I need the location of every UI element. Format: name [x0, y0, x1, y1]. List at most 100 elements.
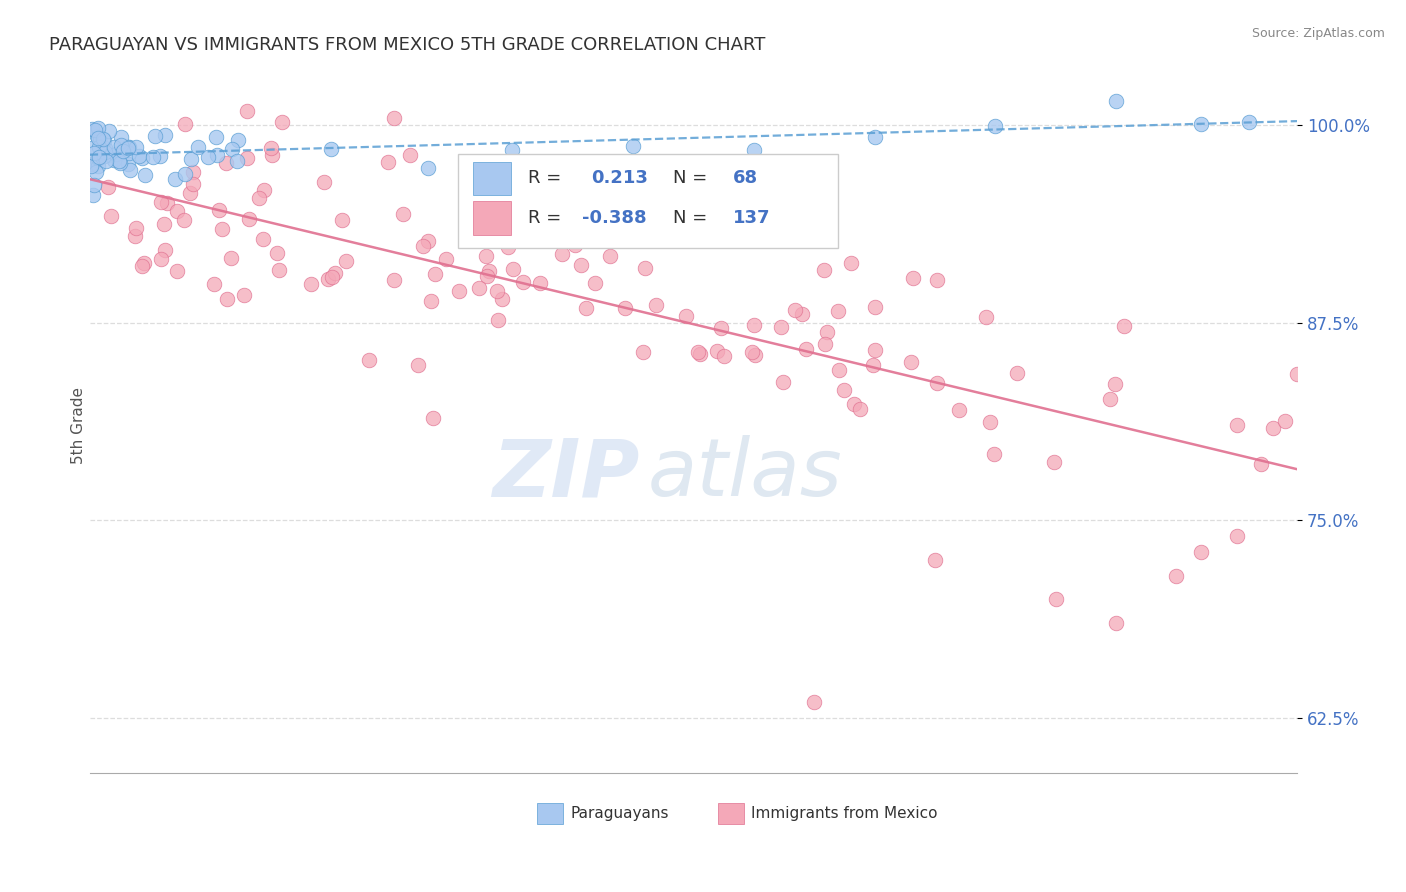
Point [253, 183, 276, 197]
Point [398, 148, 420, 162]
Point [1250, 458, 1272, 472]
Point [221, 142, 243, 156]
Point [416, 161, 439, 175]
Point [512, 276, 534, 290]
Point [983, 447, 1005, 461]
Point [832, 383, 855, 397]
Point [215, 155, 238, 169]
Point [1098, 392, 1121, 406]
Point [634, 261, 657, 276]
Point [87, 131, 110, 145]
Point [491, 292, 513, 306]
Point [382, 273, 405, 287]
Point [481, 196, 503, 211]
Point [1005, 366, 1028, 380]
Point [645, 298, 668, 312]
Text: 68: 68 [734, 169, 758, 187]
Point [423, 267, 446, 281]
Point [436, 252, 458, 266]
Point [100, 210, 122, 224]
Point [82, 187, 104, 202]
Point [863, 343, 886, 357]
Point [94, 145, 117, 159]
FancyBboxPatch shape [472, 161, 512, 195]
Point [475, 249, 498, 263]
Point [143, 128, 166, 143]
Point [564, 238, 586, 252]
Point [534, 167, 557, 181]
Point [974, 310, 997, 324]
Point [299, 277, 322, 291]
Point [863, 130, 886, 145]
Text: R =: R = [529, 169, 567, 187]
Point [862, 358, 884, 372]
Point [247, 190, 270, 204]
Point [1045, 592, 1067, 607]
Point [118, 162, 141, 177]
Point [86, 153, 108, 168]
Point [204, 277, 226, 291]
Point [80, 159, 103, 173]
Point [1105, 616, 1128, 631]
Point [553, 207, 575, 221]
Point [925, 376, 948, 391]
Point [863, 300, 886, 314]
Point [117, 157, 139, 171]
Point [238, 212, 260, 227]
Point [94, 141, 117, 155]
Point [155, 244, 177, 258]
Point [599, 248, 621, 262]
Point [266, 246, 288, 260]
Point [901, 271, 924, 285]
Point [316, 271, 339, 285]
Point [323, 266, 346, 280]
Point [87, 160, 110, 174]
Point [710, 320, 733, 334]
Point [260, 148, 283, 162]
Point [89, 131, 111, 145]
Point [128, 149, 150, 163]
Point [104, 147, 127, 161]
Point [1237, 115, 1260, 129]
Point [321, 142, 343, 156]
Text: 0.213: 0.213 [591, 169, 648, 187]
Point [583, 276, 606, 290]
Point [501, 143, 523, 157]
Point [179, 186, 201, 201]
Y-axis label: 5th Grade: 5th Grade [72, 387, 86, 464]
FancyBboxPatch shape [472, 202, 512, 235]
Point [149, 149, 172, 163]
Point [1286, 367, 1309, 381]
Point [633, 345, 655, 359]
Point [1105, 94, 1128, 108]
Point [330, 212, 353, 227]
Point [187, 139, 209, 153]
FancyBboxPatch shape [458, 154, 838, 248]
Point [163, 172, 186, 186]
Point [211, 221, 233, 235]
Point [335, 254, 357, 268]
Point [174, 167, 197, 181]
Text: Paraguayans: Paraguayans [571, 806, 669, 822]
Point [478, 264, 501, 278]
Point [110, 137, 132, 152]
Point [155, 128, 177, 143]
Point [166, 264, 188, 278]
Point [219, 251, 242, 265]
Point [449, 284, 471, 298]
Point [125, 140, 148, 154]
Point [215, 292, 238, 306]
Point [117, 140, 139, 154]
Point [569, 258, 592, 272]
Point [110, 156, 132, 170]
Point [420, 294, 443, 309]
Point [412, 238, 434, 252]
Point [91, 131, 114, 145]
Point [551, 176, 574, 190]
Point [849, 402, 872, 417]
Point [842, 397, 865, 411]
Point [97, 180, 120, 194]
Point [118, 146, 141, 161]
Point [1112, 319, 1135, 334]
Point [174, 117, 197, 131]
